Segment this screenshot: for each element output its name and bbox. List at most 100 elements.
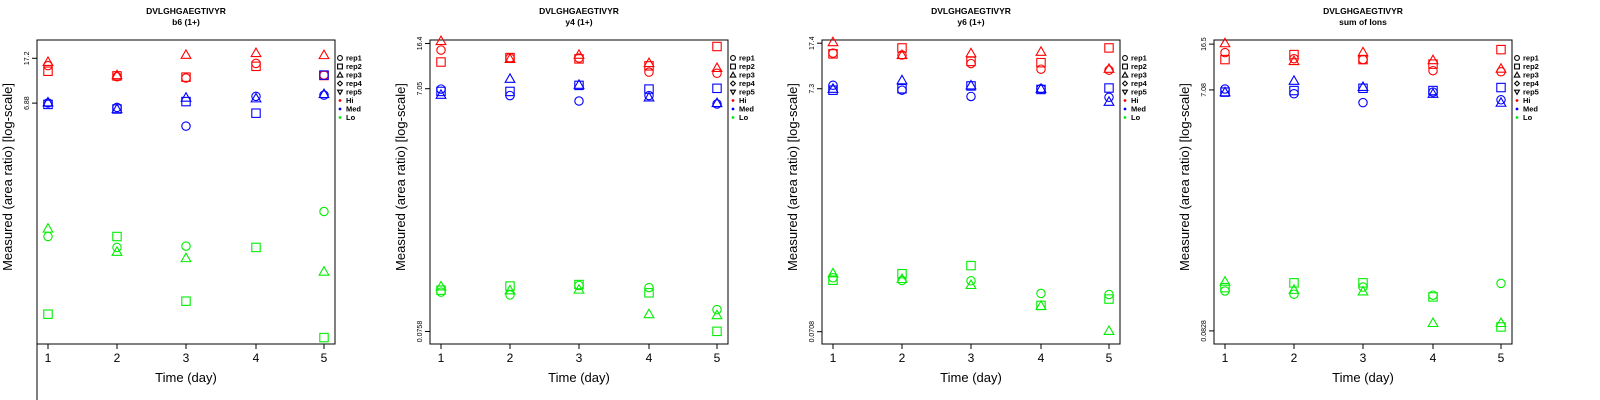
data-point-med-rep2 [505,86,515,97]
legend-marker-lo [1515,116,1519,119]
legend-label-lo: Lo [739,113,749,122]
data-point-hi-rep3 [1103,62,1115,73]
data-point-lo-rep2 [897,268,907,279]
legend-marker-rep3 [729,71,737,78]
data-point-lo-rep3 [643,308,655,319]
data-point-hi-rep2 [43,66,53,76]
data-point-lo-rep1 [712,304,722,315]
data-point-med-rep3 [435,88,447,99]
data-point-med-rep2 [828,85,838,95]
data-point-hi-rep2 [112,71,122,81]
data-point-hi-rep1 [712,68,722,79]
data-point-hi-rep1 [1220,47,1230,58]
x-tick-label: 1 [830,351,837,365]
data-point-hi-rep2 [1036,57,1046,68]
data-point-lo-rep2 [251,242,261,253]
data-point-lo-rep1 [966,276,976,286]
data-point-lo-rep3 [573,283,585,294]
legend-label-rep3: rep3 [1131,71,1147,80]
legend-marker-med [1123,107,1127,111]
legend-label-rep4: rep4 [739,79,756,88]
legend-label-rep3: rep3 [1523,71,1539,80]
y-tick-label: 7.05 [417,82,424,96]
chart-title: DVLGHGAEGTIVYR [931,6,1011,16]
data-point-lo-rep1 [112,242,122,253]
data-point-hi-rep2 [712,41,722,52]
legend-label-med: Med [1131,105,1146,114]
data-point-med-rep3 [827,82,839,93]
data-point-lo-rep3 [896,272,908,284]
data-point-med-rep3 [42,96,54,107]
data-point-med-rep3 [1035,82,1047,93]
data-point-lo-rep3 [711,309,723,320]
chart-subtitle: y4 (1+) [565,17,592,27]
legend-marker-hi [731,99,735,102]
x-tick-label: 3 [968,351,975,365]
data-point-hi-rep1 [644,67,654,77]
legend-marker-rep2 [1122,63,1128,70]
data-point-med-rep3 [318,87,330,99]
data-point-lo-rep3 [1288,283,1300,294]
data-point-lo-rep3 [827,267,839,278]
data-point-lo-rep2 [1289,278,1299,288]
data-point-lo-rep3 [1495,316,1507,328]
data-point-hi-rep3 [318,49,330,60]
data-point-med-rep2 [897,83,907,94]
data-point-hi-rep2 [1496,44,1506,55]
legend-marker-rep4 [729,80,737,87]
data-point-lo-rep1 [505,290,515,300]
x-tick-label: 1 [45,351,52,365]
legend-marker-rep1 [337,55,343,61]
data-point-hi-rep2 [436,57,446,67]
x-tick-label: 3 [183,351,190,365]
data-point-med-rep2 [712,83,722,94]
legend-label-med: Med [1523,105,1538,114]
legend-marker-rep2 [337,63,343,70]
data-point-lo-rep1 [1220,286,1230,296]
data-point-hi-rep3 [827,36,839,47]
data-point-hi-rep2 [574,54,584,64]
legend-label-med: Med [346,105,361,114]
legend-marker-rep5 [1121,89,1129,96]
legend-label-rep1: rep1 [1523,54,1539,63]
data-point-lo-rep1 [1036,288,1046,299]
data-point-med-rep2 [1428,85,1438,96]
data-point-hi-rep3 [435,34,447,46]
legend-marker-rep3 [1121,71,1129,78]
legend-marker-rep1 [1122,55,1128,61]
data-point-med-rep3 [504,72,516,83]
data-point-hi-rep3 [1035,45,1047,56]
data-point-lo-rep2 [644,288,654,298]
legend-label-rep5: rep5 [1523,88,1539,97]
y-tick-label: 16.4 [417,37,424,51]
data-point-med-rep2 [1036,84,1046,95]
data-point-hi-rep3 [1357,46,1369,57]
data-point-lo-rep3 [318,265,330,276]
data-point-hi-rep1 [436,45,446,55]
data-point-lo-rep3 [111,245,123,256]
legend-marker-rep5 [336,89,344,96]
x-axis-label: Time (day) [155,370,217,385]
data-point-hi-rep1 [251,58,261,69]
legend-label-lo: Lo [346,113,356,122]
y-axis-label: Measured (area ratio) [log-scale] [0,83,15,271]
x-tick-label: 5 [321,351,328,365]
data-point-hi-rep3 [711,61,723,73]
data-point-lo-rep1 [43,231,53,242]
data-point-med-rep2 [251,108,261,118]
data-point-med-rep2 [574,80,584,91]
data-point-med-rep1 [828,80,838,91]
y-tick-label: 7.08 [1201,83,1208,97]
legend-label-rep3: rep3 [739,71,755,80]
legend-label-rep2: rep2 [739,62,755,71]
data-point-lo-rep1 [644,282,654,293]
data-point-hi-rep2 [897,43,907,53]
x-axis-label: Time (day) [548,370,610,385]
data-point-hi-rep3 [250,46,262,58]
data-point-hi-rep3 [1427,54,1439,65]
legend-label-rep5: rep5 [1131,88,1147,97]
